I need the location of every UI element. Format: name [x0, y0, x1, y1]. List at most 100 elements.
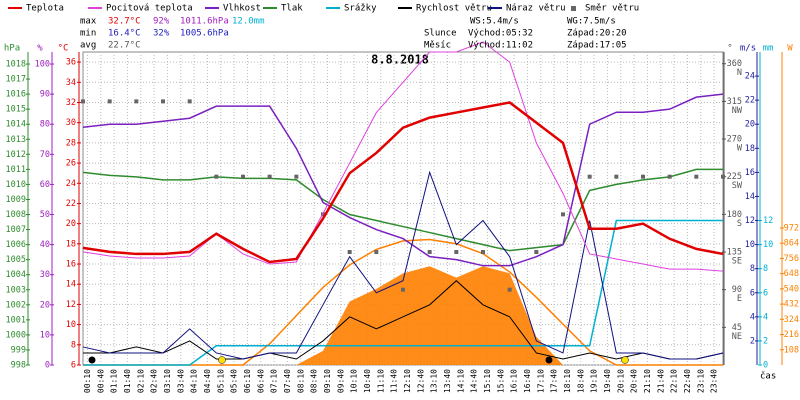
y-tick-label: 270	[727, 135, 742, 145]
y-tick-label: 26	[66, 159, 76, 169]
direction-point	[694, 174, 699, 179]
x-tick-label: 06:40	[256, 369, 265, 393]
legend-label: Náraz větru	[506, 4, 566, 14]
moon-info: Měsíc	[424, 41, 451, 51]
direction-point	[401, 287, 405, 292]
x-tick-label: 00:10	[83, 369, 92, 393]
y-tick-label: 998	[11, 361, 26, 371]
direction-point	[347, 250, 352, 255]
direction-letter: SE	[732, 257, 742, 267]
legend-label: Vlhkost	[223, 4, 261, 14]
direction-letter: S	[737, 219, 742, 229]
y-tick-label: 10	[745, 240, 755, 250]
axis-unit-label: m/s	[740, 44, 756, 54]
series-line	[82, 170, 724, 360]
x-tick-label: 12:10	[403, 369, 412, 393]
series-line	[82, 41, 724, 272]
y-tick-label: 20	[745, 120, 755, 130]
axis-unit-label: mm	[763, 44, 774, 54]
moon-icon	[88, 356, 96, 364]
legend-label: Teplota	[26, 4, 64, 14]
x-tick-label: 20:40	[630, 369, 639, 393]
x-tick-label: 13:40	[443, 369, 452, 393]
y-tick-label: 180	[727, 210, 742, 220]
y-tick-label: 6	[71, 361, 76, 371]
direction-point	[294, 174, 299, 179]
direction-point	[481, 250, 485, 255]
y-tick-label: 540	[784, 284, 799, 294]
y-tick-label: 12	[745, 216, 755, 226]
y-tick-label: 60	[40, 180, 50, 190]
stats-value: 22.7°C	[108, 41, 141, 51]
x-tick-label: 08:10	[296, 369, 305, 393]
y-tick-label: 432	[784, 300, 799, 310]
axis-unit-label: °	[727, 44, 732, 54]
x-tick-label: 07:10	[270, 369, 279, 393]
legend-label: Směr větru	[585, 4, 639, 14]
y-tick-label: 32	[66, 98, 76, 108]
y-tick-label: 22	[745, 96, 755, 106]
series-line	[83, 280, 724, 360]
y-tick-label: 18	[66, 239, 76, 249]
y-tick-label: 1007	[6, 225, 26, 235]
y-tick-label: 1010	[6, 180, 26, 190]
x-tick-label: 01:10	[110, 369, 119, 393]
x-tick-label: 02:10	[136, 369, 145, 393]
y-tick-label: 135	[727, 248, 742, 258]
x-tick-label: 00:40	[96, 369, 105, 393]
x-tick-label: 18:40	[576, 369, 585, 393]
direction-point	[614, 174, 619, 179]
y-tick-label: 1001	[6, 315, 26, 325]
series-line	[83, 219, 723, 366]
direction-point	[427, 250, 432, 255]
direction-point	[107, 99, 112, 104]
y-tick-label: 648	[784, 269, 799, 279]
y-tick-label: 10	[40, 330, 50, 340]
x-tick-label: 03:10	[163, 369, 172, 393]
direction-point	[267, 174, 272, 179]
x-tick-label: 21:10	[643, 369, 652, 393]
y-tick-label: 4	[763, 312, 768, 322]
x-tick-label: 01:40	[123, 369, 132, 393]
x-tick-label: 04:40	[203, 369, 212, 393]
y-tick-label: 2	[763, 336, 768, 346]
x-tick-label: 10:40	[363, 369, 372, 393]
y-tick-label: 30	[40, 270, 50, 280]
y-tick-label: 0	[45, 361, 50, 371]
direction-point	[587, 174, 592, 179]
x-tick-label: 17:40	[550, 369, 559, 393]
x-tick-label: 03:40	[176, 369, 185, 393]
y-tick-label: 2	[750, 336, 755, 346]
y-tick-label: 1015	[6, 105, 26, 115]
sun-moon-icons	[88, 356, 629, 364]
y-tick-label: 45	[732, 323, 742, 333]
x-tick-label: 13:10	[430, 369, 439, 393]
y-tick-label: 1014	[6, 120, 26, 130]
x-tick-label: 14:10	[456, 369, 465, 393]
y-tick-label: 108	[784, 345, 799, 355]
y-tick-label: 16	[745, 168, 755, 178]
y-tick-label: 1006	[6, 240, 26, 250]
direction-point	[507, 287, 512, 292]
direction-point	[641, 174, 645, 179]
y-tick-label: 6	[750, 288, 755, 298]
direction-point	[561, 212, 565, 217]
y-tick-label: 100	[35, 60, 50, 70]
y-tick-label: 972	[784, 223, 799, 233]
x-tick-label: 07:40	[283, 369, 292, 393]
y-tick-label: 4	[750, 312, 755, 322]
direction-point	[81, 99, 85, 104]
y-tick-label: 18	[745, 144, 755, 154]
y-tick-label: 70	[40, 150, 50, 160]
direction-point	[454, 250, 459, 255]
direction-point	[134, 99, 139, 104]
direction-point	[161, 99, 165, 104]
x-tick-label: 02:40	[150, 369, 159, 393]
y-tick-label: 40	[40, 240, 50, 250]
wind-speed-info: WS:5.4m/s	[470, 17, 519, 27]
y-tick-label: 1017	[6, 75, 26, 85]
x-tick-label: 15:10	[483, 369, 492, 393]
y-tick-label: 24	[66, 179, 76, 189]
x-tick-label: 22:10	[670, 369, 679, 393]
